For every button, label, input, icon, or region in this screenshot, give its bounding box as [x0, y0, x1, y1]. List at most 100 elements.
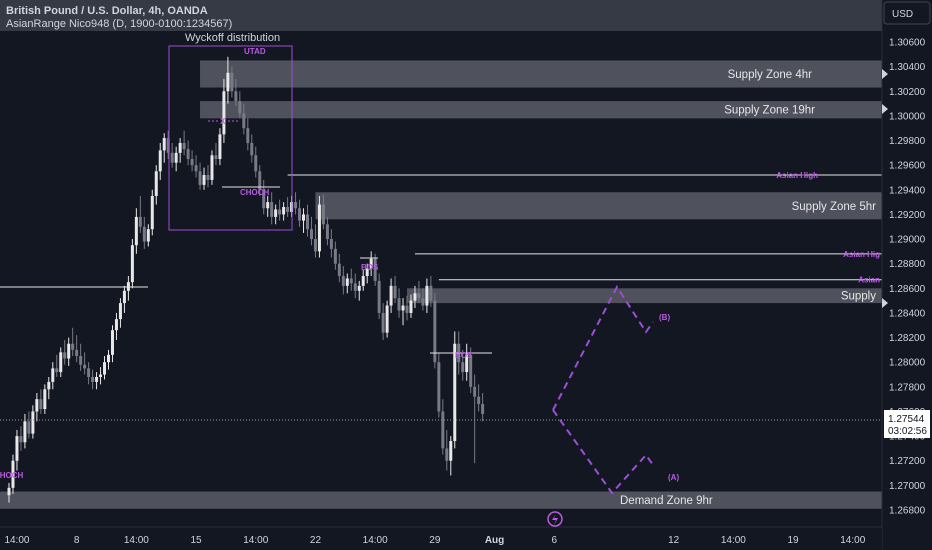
x-tick-label: 19 — [787, 535, 799, 546]
candle-body — [437, 362, 441, 412]
lightning-icon[interactable] — [547, 511, 563, 527]
asian-level-label: Asian High — [776, 171, 818, 180]
x-tick-label: 14:00 — [4, 535, 29, 546]
y-tick-label: 1.30200 — [889, 87, 926, 98]
currency-label: USD — [892, 9, 913, 20]
price-badge-countdown: 03:02:56 — [888, 426, 927, 437]
candle-body — [417, 293, 421, 299]
candle-body — [274, 209, 278, 217]
candle-body — [87, 368, 91, 377]
candle-body — [110, 330, 114, 355]
zone-label: Demand Zone 9hr — [620, 495, 713, 507]
price-marker-arrow-low — [882, 298, 888, 308]
candle-body — [325, 224, 329, 240]
candle-body — [278, 209, 282, 215]
y-tick-label: 1.30000 — [889, 111, 926, 122]
y-tick-label: 1.28400 — [889, 308, 926, 319]
price-badge — [884, 410, 930, 438]
candle-body — [329, 239, 333, 249]
y-tick-label: 1.29400 — [889, 185, 926, 196]
candle-body — [309, 229, 313, 240]
candle-body — [429, 285, 433, 301]
y-tick-label: 1.27200 — [889, 456, 926, 467]
candle-body — [345, 278, 349, 286]
candle-body — [162, 138, 166, 151]
candle-body — [453, 343, 457, 442]
candle-body — [313, 239, 317, 252]
currency-button[interactable] — [883, 1, 931, 25]
candle-body — [186, 149, 190, 159]
candle-body — [401, 305, 405, 311]
x-tick-label: 14:00 — [363, 535, 388, 546]
candle-body — [47, 381, 51, 390]
candle-body — [349, 278, 353, 284]
candle-body — [226, 72, 230, 92]
candle-body — [266, 202, 270, 209]
candle-body — [385, 305, 389, 333]
y-tick-label: 1.28200 — [889, 333, 926, 344]
candle-body — [469, 354, 473, 387]
zone-rect — [0, 491, 882, 509]
zone-rect — [200, 101, 883, 119]
candle-body — [333, 248, 337, 264]
x-tick-label: 14:00 — [243, 535, 268, 546]
candle-body — [166, 138, 170, 153]
candle-body — [7, 487, 11, 496]
wyckoff-box — [168, 45, 293, 231]
y-tick-label: 1.29200 — [889, 210, 926, 221]
bos-label-1: BOS — [361, 263, 379, 272]
header-bar: British Pound / U.S. Dollar, 4h, OANDA A… — [0, 0, 882, 31]
candle-body — [218, 134, 222, 159]
candle-body — [425, 285, 429, 306]
candle-body — [55, 368, 59, 373]
candle-body — [477, 396, 481, 405]
candle-body — [202, 175, 206, 185]
candle-body — [441, 411, 445, 449]
projection-label-b: (B) — [659, 313, 670, 322]
y-tick-label: 1.29600 — [889, 161, 926, 172]
time-axis[interactable]: 14:00 8 14:00 15 14:00 22 14:00 29 Aug 6 12 14:00 19… — [0, 526, 882, 550]
candle-body — [67, 343, 71, 359]
candle-body — [194, 165, 198, 172]
candle-body — [389, 285, 393, 306]
candle-body — [353, 283, 357, 291]
x-label: X — [220, 117, 226, 126]
candle-body — [158, 150, 162, 172]
candle-body — [91, 376, 95, 382]
x-tick-label: 8 — [74, 535, 80, 546]
candle-body — [238, 101, 242, 114]
zone-label: Supply — [841, 291, 876, 303]
indicator-legend[interactable]: AsianRange Nico948 (D, 1900-0100:1234567… — [6, 18, 232, 30]
y-tick-label: 1.29000 — [889, 235, 926, 246]
candle-body — [75, 349, 79, 357]
candle-body — [198, 171, 202, 185]
candle-body — [138, 216, 142, 227]
zone-rect — [407, 288, 882, 304]
candle-body — [114, 319, 118, 331]
candle-body — [341, 276, 345, 286]
candle-body — [134, 216, 138, 246]
candle-body — [302, 214, 306, 221]
candle-body — [214, 155, 218, 159]
candle-body — [393, 285, 397, 299]
candle-body — [210, 155, 214, 180]
price-axis[interactable]: USD 1.30600 1.30400 1.30200 1.30000 1.29800 1… — [881, 0, 932, 550]
candle-body — [286, 207, 290, 212]
x-tick-label: Aug — [485, 535, 504, 546]
candle-body — [99, 374, 103, 377]
candle-body — [39, 399, 43, 410]
candle-body — [59, 352, 63, 373]
candle-body — [15, 436, 19, 461]
candle-body — [369, 258, 373, 269]
candle-body — [397, 298, 401, 311]
choch-label-left: CHOCH — [0, 471, 24, 480]
candle-body — [63, 352, 67, 359]
symbol-title[interactable]: British Pound / U.S. Dollar, 4h, OANDA — [6, 5, 208, 17]
candle-body — [23, 421, 27, 443]
zone-label: Supply Zone 19hr — [724, 105, 815, 117]
candle-body — [35, 399, 39, 412]
candle-body — [27, 421, 31, 434]
candle-body — [190, 159, 194, 166]
